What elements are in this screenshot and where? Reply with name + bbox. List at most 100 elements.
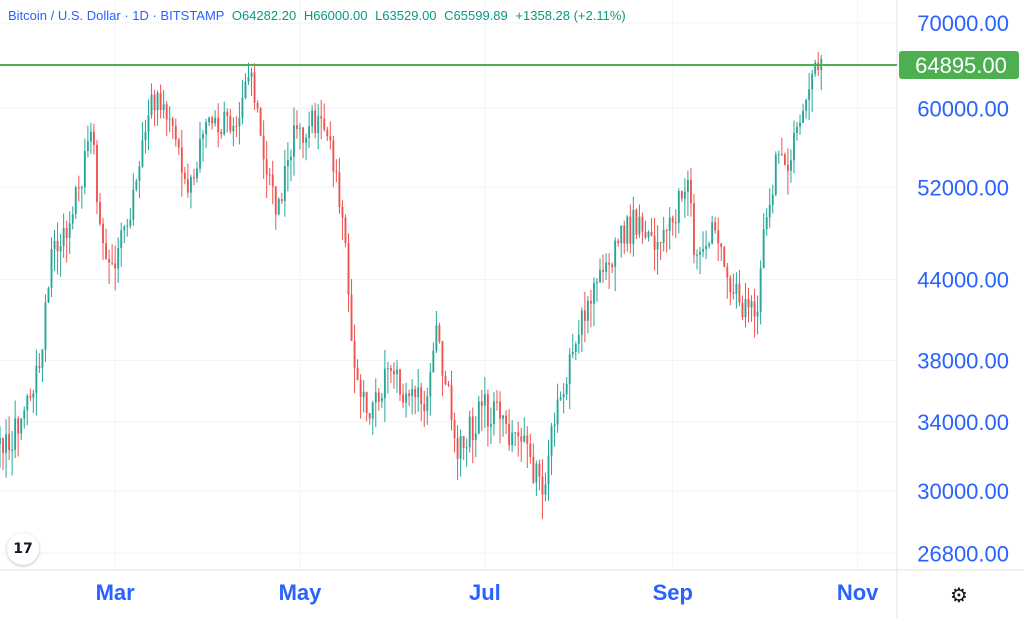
candle-body-down[interactable]	[617, 240, 620, 244]
candle-body-up[interactable]	[150, 94, 153, 116]
candle-body-down[interactable]	[471, 416, 474, 440]
candle-body-up[interactable]	[711, 222, 714, 244]
candle-body-up[interactable]	[483, 394, 486, 406]
candle-body-down[interactable]	[314, 110, 317, 133]
candle-body-up[interactable]	[14, 418, 17, 450]
candle-body-down[interactable]	[253, 72, 256, 103]
candle-body-up[interactable]	[511, 432, 514, 446]
candle-body-up[interactable]	[656, 241, 659, 250]
candle-body-up[interactable]	[756, 311, 759, 317]
candle-body-up[interactable]	[289, 156, 292, 161]
candle-body-down[interactable]	[671, 217, 674, 223]
candle-body-up[interactable]	[0, 438, 1, 444]
candle-body-up[interactable]	[59, 246, 62, 252]
candle-body-down[interactable]	[508, 423, 511, 446]
candle-body-down[interactable]	[186, 179, 189, 193]
candle-body-down[interactable]	[329, 136, 332, 141]
candle-body-down[interactable]	[344, 217, 347, 244]
candle-body-down[interactable]	[623, 225, 626, 244]
candle-body-up[interactable]	[123, 226, 126, 231]
candle-body-up[interactable]	[593, 283, 595, 304]
candle-body-up[interactable]	[547, 455, 550, 485]
candle-body-up[interactable]	[168, 118, 171, 120]
candle-body-up[interactable]	[199, 138, 201, 169]
candle-body-down[interactable]	[589, 300, 592, 304]
candle-body-up[interactable]	[141, 140, 144, 167]
candle-body-down[interactable]	[650, 232, 653, 236]
candle-body-down[interactable]	[65, 227, 68, 238]
candle-body-down[interactable]	[659, 241, 662, 243]
candle-body-down[interactable]	[732, 292, 735, 294]
candle-body-up[interactable]	[514, 432, 517, 434]
candle-body-down[interactable]	[353, 340, 356, 368]
candle-body-down[interactable]	[77, 187, 80, 189]
candle-body-down[interactable]	[359, 379, 362, 398]
candle-body-down[interactable]	[111, 262, 114, 264]
candle-body-down[interactable]	[629, 216, 632, 244]
candle-body-down[interactable]	[114, 263, 117, 269]
candle-body-up[interactable]	[44, 302, 47, 350]
candle-body-down[interactable]	[180, 147, 183, 173]
candle-body-up[interactable]	[53, 240, 56, 250]
candle-body-up[interactable]	[383, 368, 386, 399]
candle-body-up[interactable]	[562, 394, 565, 398]
candle-body-down[interactable]	[538, 463, 541, 477]
candle-body-down[interactable]	[350, 294, 353, 341]
candle-body-up[interactable]	[489, 424, 492, 427]
candle-body-down[interactable]	[786, 164, 789, 171]
candle-body-down[interactable]	[183, 172, 186, 180]
candle-body-down[interactable]	[665, 229, 668, 231]
candle-body-down[interactable]	[393, 370, 395, 375]
candle-body-up[interactable]	[26, 395, 29, 411]
candle-body-up[interactable]	[144, 131, 147, 141]
candle-body-down[interactable]	[280, 199, 283, 202]
candle-body-up[interactable]	[299, 127, 301, 129]
candle-body-up[interactable]	[574, 343, 577, 352]
candle-body-down[interactable]	[226, 111, 229, 116]
candle-body-down[interactable]	[2, 438, 4, 454]
candle-body-down[interactable]	[674, 222, 677, 224]
candle-body-up[interactable]	[138, 166, 141, 181]
candle-body-up[interactable]	[571, 351, 574, 355]
candle-body-up[interactable]	[35, 365, 38, 394]
candle-body-down[interactable]	[271, 174, 274, 187]
candle-body-down[interactable]	[635, 209, 638, 235]
candle-body-up[interactable]	[162, 104, 165, 110]
candle-body-down[interactable]	[441, 341, 444, 377]
candle-body-up[interactable]	[686, 179, 689, 192]
candle-body-up[interactable]	[432, 350, 435, 372]
candle-body-down[interactable]	[177, 139, 180, 148]
candle-body-down[interactable]	[217, 117, 220, 133]
candle-body-up[interactable]	[474, 433, 477, 440]
candle-body-down[interactable]	[583, 310, 586, 321]
candle-body-down[interactable]	[377, 392, 380, 402]
candle-body-down[interactable]	[17, 418, 20, 434]
candle-body-down[interactable]	[505, 415, 508, 424]
candle-body-down[interactable]	[159, 92, 162, 110]
candle-body-down[interactable]	[729, 277, 732, 293]
tradingview-logo-icon[interactable]: 17	[7, 533, 39, 565]
candle-body-up[interactable]	[683, 191, 686, 199]
candle-body-down[interactable]	[602, 269, 604, 272]
candle-body-down[interactable]	[174, 125, 177, 140]
candle-body-up[interactable]	[774, 154, 777, 195]
candle-body-down[interactable]	[335, 171, 338, 173]
candle-body-up[interactable]	[117, 247, 120, 269]
candle-body-up[interactable]	[86, 141, 89, 152]
candle-body-up[interactable]	[208, 117, 211, 123]
candle-body-down[interactable]	[8, 434, 11, 451]
candle-body-up[interactable]	[626, 216, 629, 244]
candle-body-down[interactable]	[462, 436, 465, 448]
candle-body-down[interactable]	[256, 102, 259, 109]
candle-body-down[interactable]	[486, 394, 489, 427]
candle-body-up[interactable]	[586, 300, 589, 321]
candle-body-down[interactable]	[332, 140, 335, 172]
candle-body-down[interactable]	[323, 118, 326, 130]
candle-body-down[interactable]	[753, 301, 756, 317]
candle-body-down[interactable]	[402, 394, 404, 403]
candle-body-down[interactable]	[720, 243, 723, 248]
candle-body-up[interactable]	[32, 393, 35, 398]
candle-body-up[interactable]	[814, 62, 817, 74]
candle-body-up[interactable]	[50, 249, 53, 288]
